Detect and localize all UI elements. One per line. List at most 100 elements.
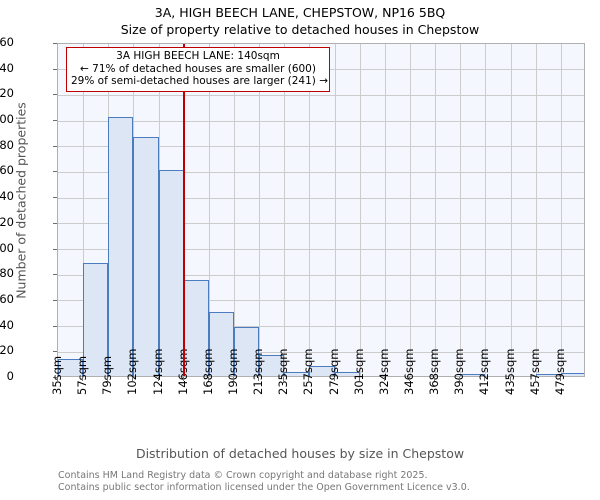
x-tick-mark [534,377,536,381]
gridline-vertical [511,44,512,376]
x-tick-label: 368sqm [427,349,441,395]
gridline-horizontal [58,146,584,148]
y-tick-mark [53,248,57,250]
gridline-vertical [335,44,336,376]
gridline-vertical [284,44,285,376]
gridline-vertical [259,44,260,376]
y-tick-label: 260 [0,35,14,49]
gridline-vertical [360,44,361,376]
x-tick-mark [107,377,109,381]
x-tick-label: 479sqm [553,349,567,395]
y-tick-label: 0 [6,369,14,383]
x-tick-mark [82,377,84,381]
x-tick-mark [409,377,410,381]
x-tick-mark [358,377,360,381]
y-tick-label: 160 [0,163,14,178]
x-tick-label: 213sqm [251,349,265,395]
y-tick-label: 120 [0,214,14,229]
histogram-bar [183,279,209,376]
gridline-horizontal [58,223,584,225]
y-tick-mark [53,377,57,378]
gridline-horizontal [58,300,584,302]
y-tick-mark [53,68,57,70]
x-tick-label: 35sqm [50,356,64,395]
y-tick-mark [53,120,57,122]
y-tick-mark [53,299,57,301]
gridline-vertical [536,44,537,376]
gridline-horizontal [58,274,584,276]
y-tick-label: 200 [0,112,14,127]
y-tick-mark [53,222,57,224]
x-tick-label: 279sqm [327,349,341,395]
x-tick-label: 457sqm [528,349,542,395]
annotation-line-3: 29% of semi-detached houses are larger (… [71,75,328,87]
histogram-bar [208,311,234,376]
gridline-vertical [385,44,386,376]
footer-line-2: Contains public sector information licen… [58,481,470,493]
x-tick-mark [434,377,436,381]
x-tick-label: 79sqm [100,356,114,395]
x-tick-label: 102sqm [125,349,139,395]
x-tick-label: 390sqm [452,349,466,395]
annotation-box: 3A HIGH BEECH LANE: 140sqm ← 71% of deta… [66,47,330,92]
x-tick-mark [132,377,134,381]
x-axis-label: Distribution of detached houses by size … [135,446,465,461]
histogram-bar [58,359,84,376]
histogram-bar [334,372,360,376]
histogram-bar [83,262,109,376]
gridline-vertical [485,44,486,376]
gridline-horizontal [58,171,584,173]
histogram-bar [108,116,134,376]
property-size-marker [183,44,185,376]
x-tick-label: 435sqm [503,349,517,395]
histogram-bar [259,355,285,376]
gridline-vertical [309,44,310,376]
gridline-horizontal [58,94,584,96]
y-tick-mark [53,43,57,44]
chart-subtitle: Size of property relative to detached ho… [120,22,480,37]
y-tick-label: 20 [0,343,14,358]
y-tick-mark [53,145,57,147]
annotation-line-1: 3A HIGH BEECH LANE: 140sqm [116,50,280,62]
x-tick-mark [157,377,159,381]
chart-title: 3A, HIGH BEECH LANE, CHEPSTOW, NP16 5BQ [154,5,446,20]
gridline-horizontal [58,120,584,122]
histogram-bar [234,327,260,376]
plot-area [57,43,585,377]
x-tick-mark [383,377,385,381]
x-tick-mark [484,377,486,381]
y-tick-mark [53,197,57,199]
x-tick-mark [308,377,310,381]
y-tick-mark [53,325,57,327]
gridline-vertical [83,44,84,376]
x-tick-mark [182,377,184,381]
gridline-vertical [410,44,411,376]
x-tick-label: 146sqm [176,349,190,395]
y-tick-label: 220 [0,86,14,101]
histogram-bar [284,372,310,376]
y-tick-mark [53,171,57,173]
x-tick-mark [333,377,335,381]
y-tick-label: 80 [0,266,14,281]
histogram-bar [535,374,561,376]
x-tick-label: 124sqm [151,349,165,395]
x-tick-label: 57sqm [75,356,89,395]
x-tick-mark [57,377,58,381]
y-tick-mark [53,274,57,276]
annotation-line-2: ← 71% of detached houses are smaller (60… [80,62,316,75]
y-tick-label: 180 [0,137,14,152]
x-tick-mark [233,377,234,381]
gridline-vertical [234,44,235,376]
histogram-bar [560,373,584,376]
y-tick-label: 40 [0,317,14,332]
x-tick-label: 324sqm [377,349,391,395]
x-tick-mark [559,377,561,381]
x-tick-mark [509,377,511,381]
y-axis-label: Number of detached properties [13,102,29,299]
gridline-horizontal [58,249,584,251]
gridline-horizontal [58,351,584,353]
x-tick-label: 301sqm [352,349,366,395]
footer-line-1: Contains HM Land Registry data © Crown c… [58,470,428,481]
gridline-vertical [561,44,562,376]
